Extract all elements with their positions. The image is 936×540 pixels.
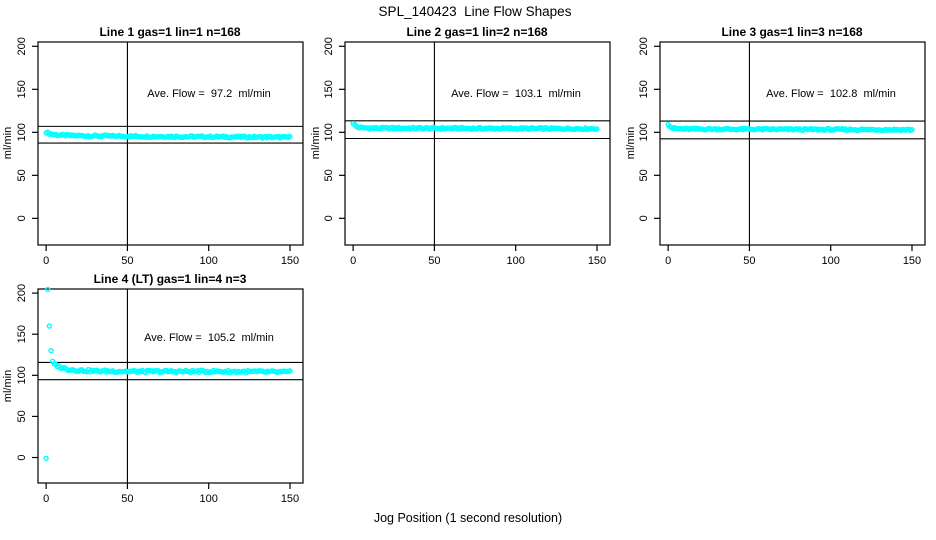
x-tick-label: 150 [281,493,299,505]
y-tick-label: 150 [16,80,28,98]
x-tick-label: 100 [822,255,840,267]
y-tick-label: 0 [16,454,28,460]
y-tick-label: 150 [323,80,335,98]
figure-title: SPL_140423 Line Flow Shapes [378,4,572,19]
panel1-title: Line 1 gas=1 lin=1 n=168 [99,25,241,39]
x-tick-label: 50 [121,255,133,267]
panel3-y-axis-title: ml/min [625,126,637,160]
y-tick-label: 50 [16,169,28,181]
y-tick-label: 50 [16,410,28,422]
y-tick-label: 100 [16,366,28,384]
flow-point [45,286,51,293]
flow-point [909,126,915,133]
panel3-title: Line 3 gas=1 lin=3 n=168 [721,25,863,39]
x-axis-title: Jog Position (1 second resolution) [373,511,563,525]
y-tick-label: 200 [323,37,335,55]
x-tick-label: 0 [350,255,356,267]
panel4-y-axis-title: ml/min [2,369,14,403]
x-tick-label: 0 [43,255,49,267]
y-tick-label: 0 [323,215,335,221]
y-tick-label: 200 [638,37,650,55]
y-tick-label: 50 [323,169,335,181]
y-tick-label: 100 [638,123,650,141]
panel4-ave-flow-annotation: Ave. Flow = 105.2 ml/min [144,332,274,344]
flow-point [43,455,49,462]
panel2-y-axis-title: ml/min [310,126,322,160]
flow-points [665,121,915,134]
y-tick-label: 0 [638,215,650,221]
panel1-y-axis-title: ml/min [2,126,14,160]
plot-box [37,288,304,484]
x-tick-label: 100 [200,493,218,505]
flow-point [287,133,293,140]
flow-point [48,347,54,354]
y-tick-label: 100 [16,123,28,141]
y-tick-label: 150 [638,80,650,98]
y-tick-label: 0 [16,215,28,221]
x-tick-label: 50 [121,493,133,505]
panel-3: 0 50 100 150 0 50 100 150 200 [638,37,926,267]
x-tick-label: 150 [903,255,921,267]
y-tick-label: 100 [323,123,335,141]
panel2-ave-flow-annotation: Ave. Flow = 103.1 ml/min [451,88,581,100]
y-tick-label: 200 [16,37,28,55]
panel-4: 0 50 100 150 0 50 100 150 200 [16,284,304,505]
x-tick-label: 150 [588,255,606,267]
x-tick-label: 0 [43,493,49,505]
x-tick-label: 100 [507,255,525,267]
flow-points [43,129,293,141]
panel2-title: Line 2 gas=1 lin=2 n=168 [406,25,548,39]
x-tick-label: 50 [428,255,440,267]
plot-box [659,41,926,246]
flow-point [594,126,600,132]
flow-point [46,323,53,329]
x-tick-label: 0 [665,255,671,267]
plot-box [344,41,611,246]
panel-2: 0 50 100 150 0 50 100 150 200 [323,37,611,267]
flow-points [43,286,293,462]
x-tick-label: 150 [281,255,299,267]
y-tick-label: 200 [16,284,28,302]
panel4-title: Line 4 (LT) gas=1 lin=4 n=3 [93,272,247,286]
flow-point [287,368,293,374]
x-tick-label: 50 [743,255,755,267]
panel1-ave-flow-annotation: Ave. Flow = 97.2 ml/min [147,88,271,100]
y-tick-label: 150 [16,325,28,343]
flow-points [350,120,600,133]
y-tick-label: 50 [638,169,650,181]
panel3-ave-flow-annotation: Ave. Flow = 102.8 ml/min [766,88,896,100]
panel-1: 0 50 100 150 0 50 100 150 200 [16,37,304,267]
x-tick-label: 100 [200,255,218,267]
